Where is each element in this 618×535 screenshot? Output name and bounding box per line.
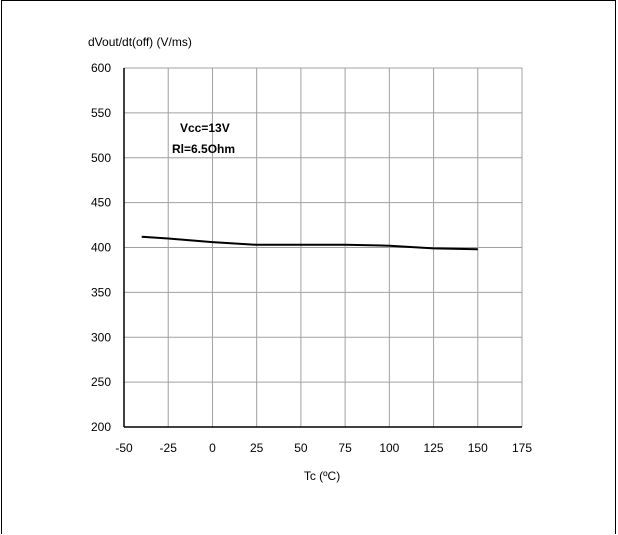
series-line xyxy=(141,235,478,251)
plot-area xyxy=(123,68,522,428)
x-tick-label: 125 xyxy=(424,441,444,455)
x-tick-label: 50 xyxy=(294,441,308,455)
y-tick-label: 450 xyxy=(91,196,111,210)
x-tick-label: 150 xyxy=(468,441,488,455)
x-tick-label: 0 xyxy=(209,441,216,455)
y-tick-label: 600 xyxy=(91,61,111,75)
x-tick-label: 100 xyxy=(379,441,399,455)
y-tick-label: 550 xyxy=(91,106,111,120)
series-lines xyxy=(141,235,478,251)
y-tick-label: 350 xyxy=(91,285,111,299)
annotation-rl: Rl=6.5Ohm xyxy=(172,142,235,156)
y-tick-label: 400 xyxy=(91,241,111,255)
annotation-vcc: Vcc=13V xyxy=(180,121,230,135)
x-tick-label: -25 xyxy=(160,441,178,455)
y-tick-label: 250 xyxy=(91,375,111,389)
y-tick-label: 500 xyxy=(91,151,111,165)
x-tick-label: 175 xyxy=(512,441,532,455)
y-tick-label: 200 xyxy=(91,420,111,434)
y-axis-label: dVout/dt(off) (V/ms) xyxy=(88,35,192,49)
x-axis-label: Tc (ºC) xyxy=(304,469,340,483)
x-tick-label: 75 xyxy=(338,441,352,455)
tick-labels: -50 -25 0 25 50 75 100 125 150 175 200 250 300 350 400… xyxy=(91,61,532,455)
y-tick-label: 300 xyxy=(91,330,111,344)
x-tick-label: 25 xyxy=(250,441,264,455)
x-tick-label: -50 xyxy=(115,441,133,455)
